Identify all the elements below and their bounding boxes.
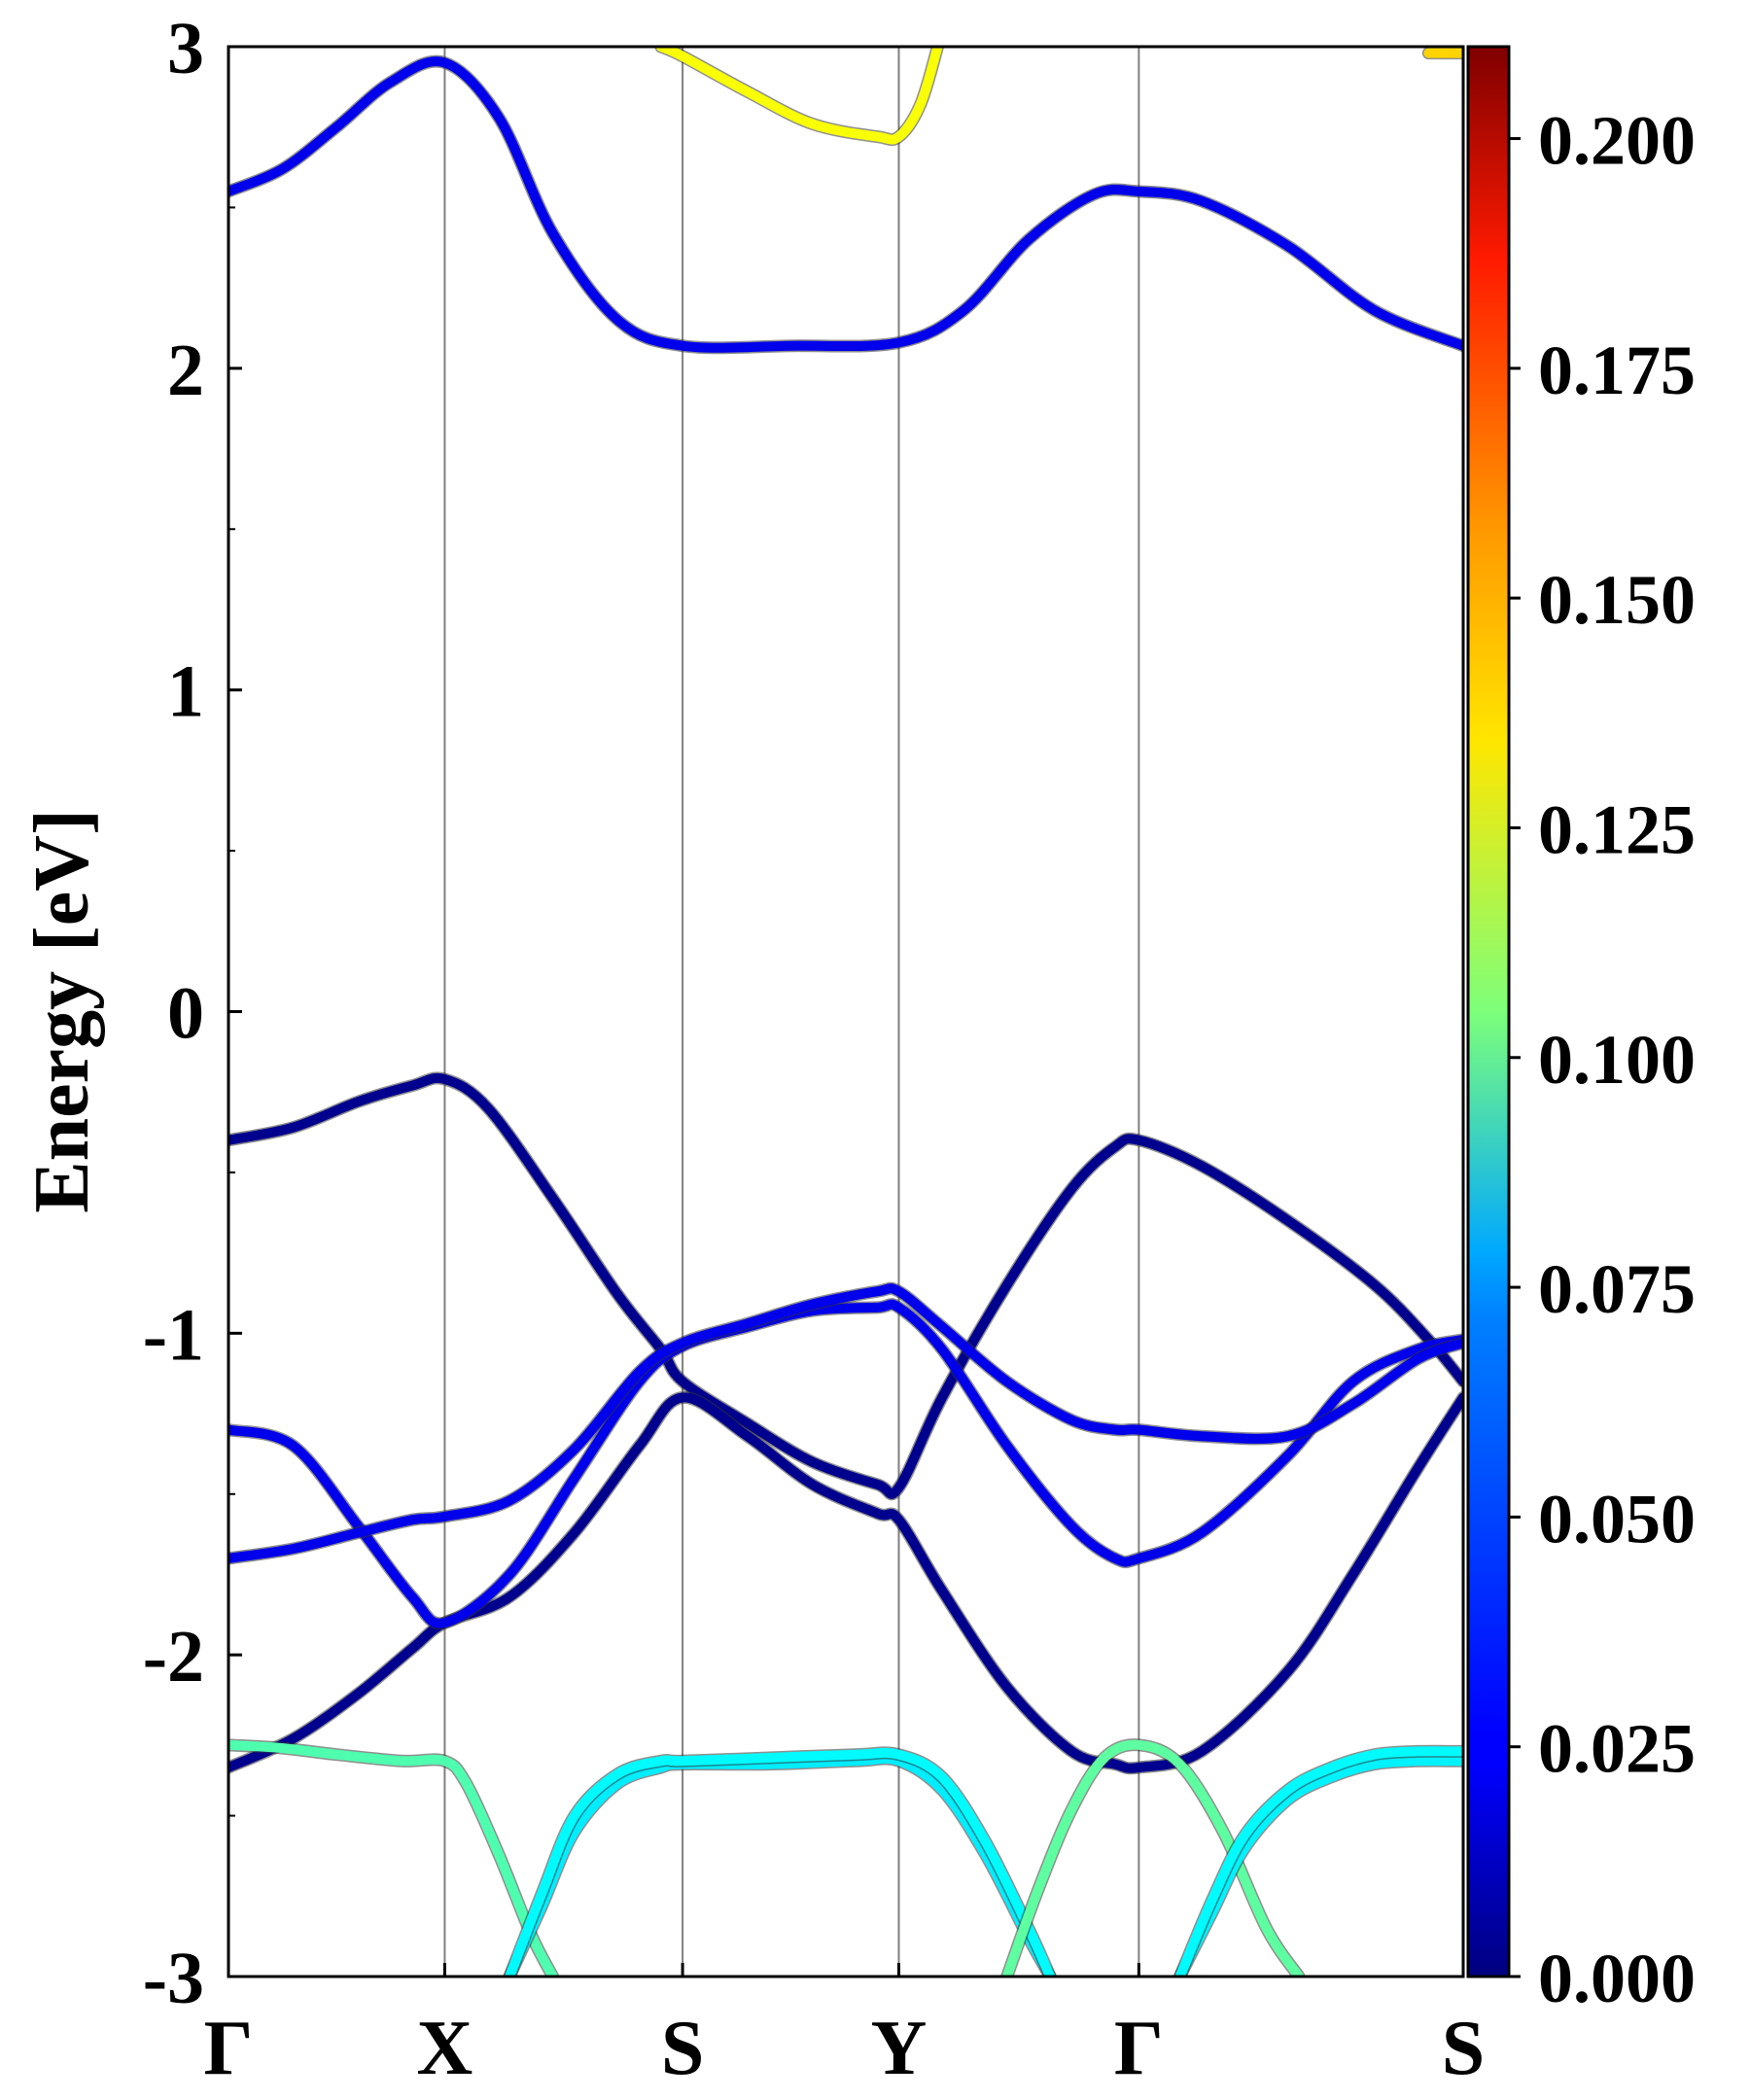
kpoint-label: S: [661, 2006, 705, 2091]
colorbar-tick-label: 0.025: [1538, 1710, 1696, 1788]
kpoint-label: X: [417, 2006, 473, 2091]
kpoint-label: Y: [871, 2006, 928, 2091]
band-cb1-outline: [228, 54, 1463, 355]
band-vb1: [228, 1072, 1463, 1499]
kpoint-label: Γ: [1114, 2006, 1164, 2091]
band-cb2: [655, 47, 943, 145]
band-vb5: [228, 1739, 558, 1977]
band-vb2-outline: [228, 1391, 1463, 1775]
y-tick-label: 0: [167, 973, 204, 1055]
band-lines: [228, 47, 1463, 1977]
colorbar-tick-label: 0.150: [1538, 561, 1696, 639]
y-axis-label: Energy [eV]: [19, 809, 105, 1212]
y-tick-label: 2: [167, 330, 204, 411]
colorbar-ticks: 0.000 0.025 0.050 0.075 0.100 0.125 0.150 0.175…: [1509, 102, 1696, 2017]
y-tick-label: 1: [167, 651, 204, 733]
colorbar-tick-label: 0.175: [1538, 332, 1696, 409]
colorbar-tick-label: 0.050: [1538, 1480, 1696, 1558]
y-tick-label: -1: [143, 1294, 204, 1376]
plot-area: -3 -2 -1 0 1 2 3 Γ X S Y Γ S: [143, 8, 1486, 2091]
band-vb10: [1174, 1746, 1463, 1977]
band-vb3: [228, 1299, 1463, 1628]
band-vb7-outline: [503, 1746, 1057, 1977]
colorbar-tick-label: 0.125: [1538, 790, 1696, 868]
y-tick-label: -2: [143, 1616, 204, 1698]
kpoint-vertical-lines: [443, 47, 1140, 1977]
colorbar-tick-label: 0.100: [1538, 1021, 1696, 1099]
colorbar-tick-label: 0.000: [1538, 1940, 1696, 2017]
y-axis-ticks: -3 -2 -1 0 1 2 3: [143, 8, 242, 2019]
y-tick-label: -3: [143, 1938, 204, 2019]
band-cb1: [228, 56, 1463, 353]
colorbar: 0.000 0.025 0.050 0.075 0.100 0.125 0.150 0.175…: [1466, 45, 1696, 2017]
band-vb7: [505, 1747, 1056, 1977]
kpoint-label: S: [1442, 2006, 1486, 2091]
y-tick-label: 3: [167, 8, 204, 89]
colorbar-gradient: [1466, 45, 1511, 1978]
band-cb2-outline: [654, 47, 944, 147]
kpoint-label: Γ: [204, 2006, 254, 2091]
band-vb8: [1001, 1739, 1304, 1977]
colorbar-tick-label: 0.075: [1538, 1250, 1696, 1328]
band-vb4: [228, 1283, 1463, 1563]
band-vb2: [228, 1392, 1463, 1773]
colorbar-tick-label: 0.200: [1538, 102, 1696, 180]
